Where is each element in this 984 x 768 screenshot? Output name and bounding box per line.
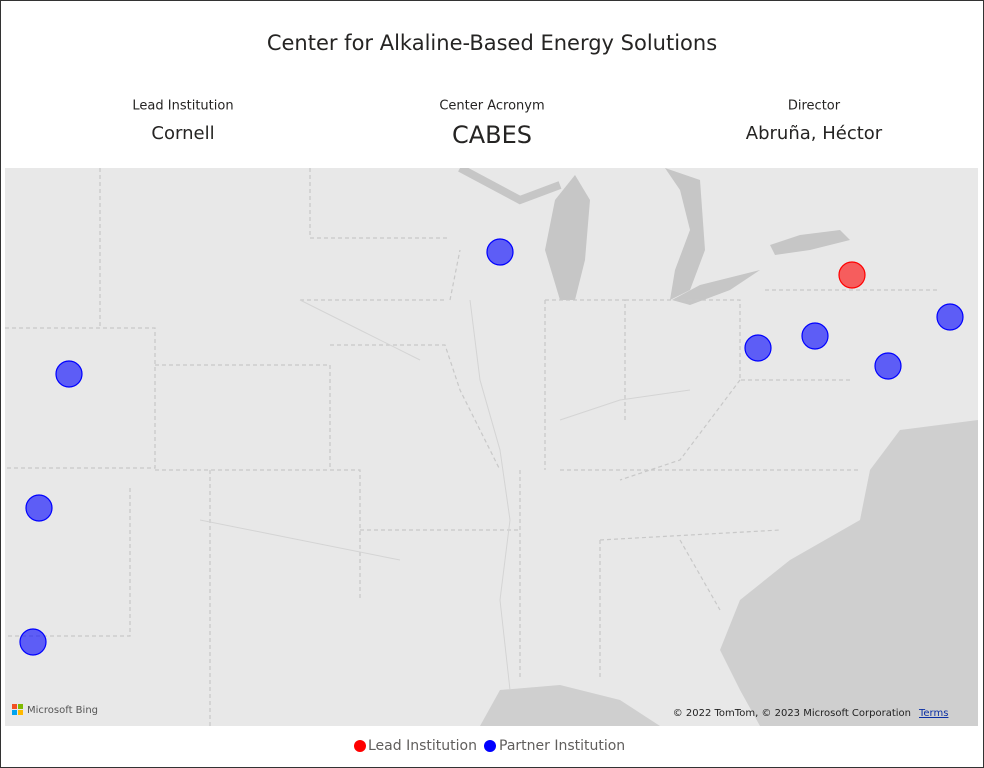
card-acronym: Center Acronym CABES bbox=[439, 99, 544, 150]
map: Microsoft Bing © 2022 TomTom, © 2023 Mic… bbox=[5, 168, 978, 726]
legend-label: Partner Institution bbox=[499, 738, 625, 754]
partner-marker bbox=[874, 352, 902, 380]
lead-marker bbox=[838, 261, 866, 289]
lake-superior bbox=[458, 168, 562, 205]
attribution: © 2022 TomTom, © 2023 Microsoft Corporat… bbox=[673, 708, 911, 719]
rivers bbox=[199, 299, 691, 691]
bing-logo: Microsoft Bing bbox=[12, 704, 98, 716]
lake-erie bbox=[672, 270, 760, 305]
card-label: Center Acronym bbox=[439, 99, 544, 114]
partner-marker bbox=[55, 360, 83, 388]
legend: Lead Institution Partner Institution bbox=[354, 738, 625, 754]
legend-swatch bbox=[354, 740, 366, 752]
report-title: Center for Alkaline-Based Energy Solutio… bbox=[267, 31, 717, 55]
card-value: Abruña, Héctor bbox=[746, 123, 883, 144]
lake-michigan bbox=[545, 175, 590, 300]
lake-ontario bbox=[770, 230, 850, 255]
partner-marker bbox=[744, 334, 772, 362]
card-value: CABES bbox=[452, 121, 532, 149]
gulf bbox=[480, 685, 660, 726]
card-lead: Lead Institution Cornell bbox=[132, 99, 233, 145]
legend-label: Lead Institution bbox=[368, 738, 477, 754]
state-borders bbox=[5, 168, 940, 726]
partner-marker bbox=[486, 238, 514, 266]
logo-text: Microsoft Bing bbox=[27, 705, 98, 716]
partner-marker bbox=[801, 322, 829, 350]
card-value: Cornell bbox=[151, 123, 214, 144]
card-label: Director bbox=[788, 99, 841, 114]
card-label: Lead Institution bbox=[132, 99, 233, 114]
terms-link[interactable]: Terms bbox=[918, 708, 948, 719]
partner-marker bbox=[936, 303, 964, 331]
card-director: Director Abruña, Héctor bbox=[746, 99, 883, 145]
partner-marker bbox=[25, 494, 53, 522]
lake-huron bbox=[665, 168, 705, 300]
ocean bbox=[720, 420, 978, 726]
canada bbox=[770, 168, 978, 300]
partner-marker bbox=[19, 628, 47, 656]
markers bbox=[19, 238, 964, 656]
legend-swatch bbox=[484, 740, 496, 752]
